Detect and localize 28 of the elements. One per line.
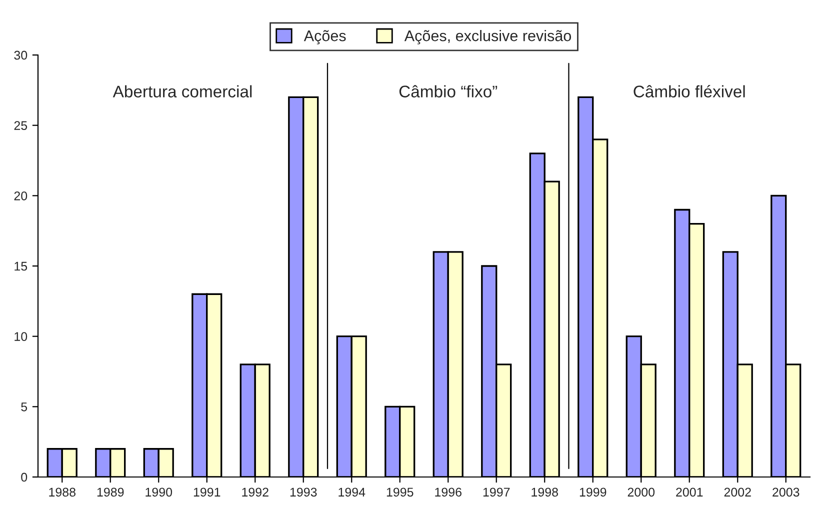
y-tick-label: 15: [14, 262, 28, 271]
legend-label: Ações, exclusive revisão: [404, 30, 572, 44]
x-tick-label: 1989: [97, 488, 124, 497]
annotation: Abertura comercial: [112, 85, 252, 98]
y-tick-label: 5: [21, 402, 28, 412]
y-tick-label: 0: [21, 472, 28, 482]
x-tick-label: 2000: [628, 488, 655, 497]
annotation: Câmbio “fixo”: [399, 85, 498, 98]
x-tick-label: 1999: [580, 488, 606, 497]
x-tick-label: 1988: [49, 488, 76, 497]
x-tick-label: 1993: [290, 488, 317, 497]
x-tick-label: 1991: [194, 488, 220, 497]
x-tick-label: 2001: [676, 488, 703, 497]
y-tick-label: 25: [14, 121, 28, 130]
x-tick-label: 2003: [772, 488, 800, 497]
x-tick-label: 1997: [483, 488, 510, 497]
x-tick-label: 2002: [724, 488, 751, 497]
x-tick-label: 1995: [386, 488, 414, 497]
x-tick-label: 1994: [338, 488, 366, 497]
y-tick-label: 10: [14, 332, 28, 341]
x-tick-label: 1992: [242, 488, 268, 497]
x-tick-label: 1996: [435, 488, 462, 497]
y-tick-label: 30: [14, 50, 28, 60]
legend-label: Ações: [304, 30, 346, 44]
annotation: Câmbio fléxivel: [634, 85, 745, 98]
x-tick-label: 1990: [146, 488, 172, 497]
x-tick-label: 1998: [532, 488, 558, 497]
y-tick-label: 20: [14, 191, 28, 200]
